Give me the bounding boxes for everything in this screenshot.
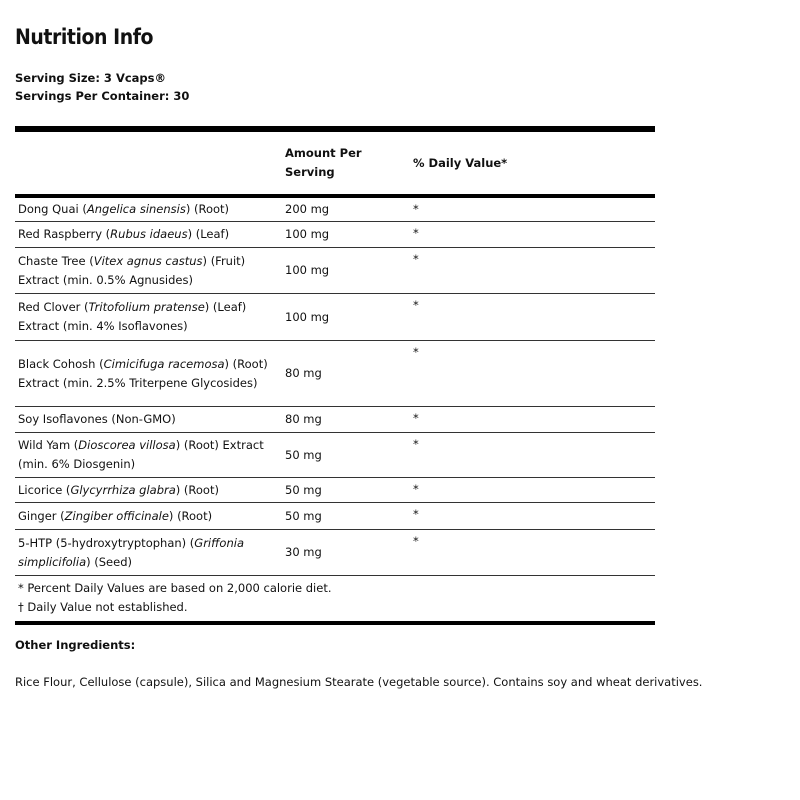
daily-value-header: % Daily Value* (413, 155, 508, 170)
other-ingredients-heading: Other Ingredients: (15, 638, 136, 652)
amount: 100 mg (285, 263, 330, 277)
latin-name: Cimicifuga racemosa (103, 356, 225, 371)
header-rule (15, 194, 655, 198)
ingredient-name: Black Cohosh (Cimicifuga racemosa) (Root… (15, 355, 285, 393)
ingredient-text: 5-HTP (5-hydroxytryptophan) ( (18, 535, 195, 550)
daily-value: * (413, 345, 419, 359)
daily-value: * (413, 507, 419, 521)
table-row: Ginger (Zingiber officinale) (Root) 50 mg… (15, 503, 655, 530)
ingredient-text: ) (Root) Extract (min. 6% Diosgenin) (18, 438, 264, 471)
ingredient-text: ) (Fruit) Extract (min. 0.5% Agnusides) (18, 253, 246, 287)
ingredient-text: Red Clover ( (18, 300, 89, 314)
ingredient-name: Soy Isoflavones (Non-GMO) (15, 410, 285, 429)
ingredient-text: ) (Root) (168, 508, 213, 523)
ingredient-text: Dong Quai ( (18, 202, 87, 216)
amount-header: Amount Per Serving (285, 146, 362, 179)
table-header: Amount Per Serving % Daily Value* (15, 132, 655, 194)
amount: 50 mg (285, 447, 322, 462)
daily-value: * (413, 252, 419, 266)
latin-name: Zingiber officinale (64, 508, 169, 523)
daily-value: * (413, 411, 419, 425)
table-row: Licorice (Glycyrrhiza glabra) (Root) 50 m… (15, 478, 655, 503)
amount: 200 mg (285, 202, 330, 216)
other-ingredients-text: Rice Flour, Cellulose (capsule), Silica … (15, 675, 703, 689)
ingredient-text: Chaste Tree ( (18, 253, 94, 268)
page-title: Nutrition Info (15, 25, 154, 49)
ingredient-name: Wild Yam (Dioscorea villosa) (Root) Extr… (15, 436, 285, 474)
nutrition-table: Amount Per Serving % Daily Value* Dong Q… (15, 126, 655, 625)
ingredient-text: Licorice ( (18, 482, 71, 497)
table-row: Chaste Tree (Vitex agnus castus) (Fruit)… (15, 248, 655, 294)
ingredient-text: Black Cohosh ( (18, 356, 104, 371)
latin-name: Glycyrrhiza glabra (70, 482, 176, 497)
daily-value: * (413, 202, 419, 216)
daily-value: * (413, 482, 419, 496)
ingredient-name: Red Clover (Tritofolium pratense) (Leaf)… (15, 298, 285, 336)
ingredient-text: ) (Leaf) Extract (min. 4% Isoflavones) (18, 300, 247, 333)
amount: 100 mg (285, 227, 330, 241)
amount: 50 mg (285, 482, 322, 497)
table-row: 5-HTP (5-hydroxytryptophan) (Griffonia s… (15, 530, 655, 576)
table-row: Black Cohosh (Cimicifuga racemosa) (Root… (15, 341, 655, 407)
daily-value: * (413, 534, 419, 548)
top-rule (15, 126, 655, 132)
table-row: Red Raspberry (Rubus idaeus) (Leaf) 100 m… (15, 222, 655, 248)
ingredient-name: Ginger (Zingiber officinale) (Root) (15, 507, 285, 526)
latin-name: Rubus idaeus (110, 227, 188, 241)
ingredient-text: ) (Root) Extract (min. 2.5% Triterpene G… (18, 356, 268, 390)
ingredient-name: Licorice (Glycyrrhiza glabra) (Root) (15, 481, 285, 500)
bottom-rule (15, 621, 655, 625)
ingredient-text: ) (Root) (175, 482, 219, 497)
ingredient-name: Dong Quai (Angelica sinensis) (Root) (15, 200, 285, 219)
ingredient-name: Red Raspberry (Rubus idaeus) (Leaf) (15, 225, 285, 244)
serving-size: Serving Size: 3 Vcaps® (15, 71, 166, 85)
amount: 80 mg (285, 366, 322, 380)
amount: 50 mg (285, 508, 322, 523)
latin-name: Tritofolium pratense (88, 300, 205, 314)
servings-per-container: Servings Per Container: 30 (15, 89, 190, 103)
ingredient-name: Chaste Tree (Vitex agnus castus) (Fruit)… (15, 252, 285, 290)
ingredient-text: ) (Root) (185, 202, 230, 216)
table-row: Red Clover (Tritofolium pratense) (Leaf)… (15, 294, 655, 341)
amount: 30 mg (285, 545, 322, 559)
table-row: Wild Yam (Dioscorea villosa) (Root) Extr… (15, 433, 655, 478)
amount: 80 mg (285, 412, 322, 426)
ingredient-text: ) (Leaf) (187, 227, 230, 241)
table-row: Soy Isoflavones (Non-GMO) 80 mg * (15, 407, 655, 433)
table-row: Dong Quai (Angelica sinensis) (Root) 200 … (15, 198, 655, 222)
footnotes: * Percent Daily Values are based on 2,00… (15, 576, 655, 621)
ingredient-text: Ginger ( (18, 508, 65, 523)
ingredient-text: Soy Isoflavones (Non-GMO) (18, 412, 176, 426)
daily-value: * (413, 437, 419, 451)
latin-name: Griffonia simplicifolia (18, 535, 244, 569)
ingredient-text: ) (Seed) (86, 554, 132, 569)
latin-name: Dioscorea villosa (78, 438, 176, 452)
daily-value: * (413, 226, 419, 240)
latin-name: Vitex agnus castus (93, 253, 203, 268)
ingredient-text: Wild Yam ( (18, 438, 79, 452)
footnote-dagger: † Daily Value not established. (18, 600, 188, 614)
ingredient-name: 5-HTP (5-hydroxytryptophan) (Griffonia s… (15, 534, 285, 572)
ingredient-text: Red Raspberry ( (18, 227, 111, 241)
amount: 100 mg (285, 309, 330, 324)
daily-value: * (413, 298, 419, 312)
footnote-dv: * Percent Daily Values are based on 2,00… (18, 581, 332, 595)
latin-name: Angelica sinensis (86, 202, 186, 216)
